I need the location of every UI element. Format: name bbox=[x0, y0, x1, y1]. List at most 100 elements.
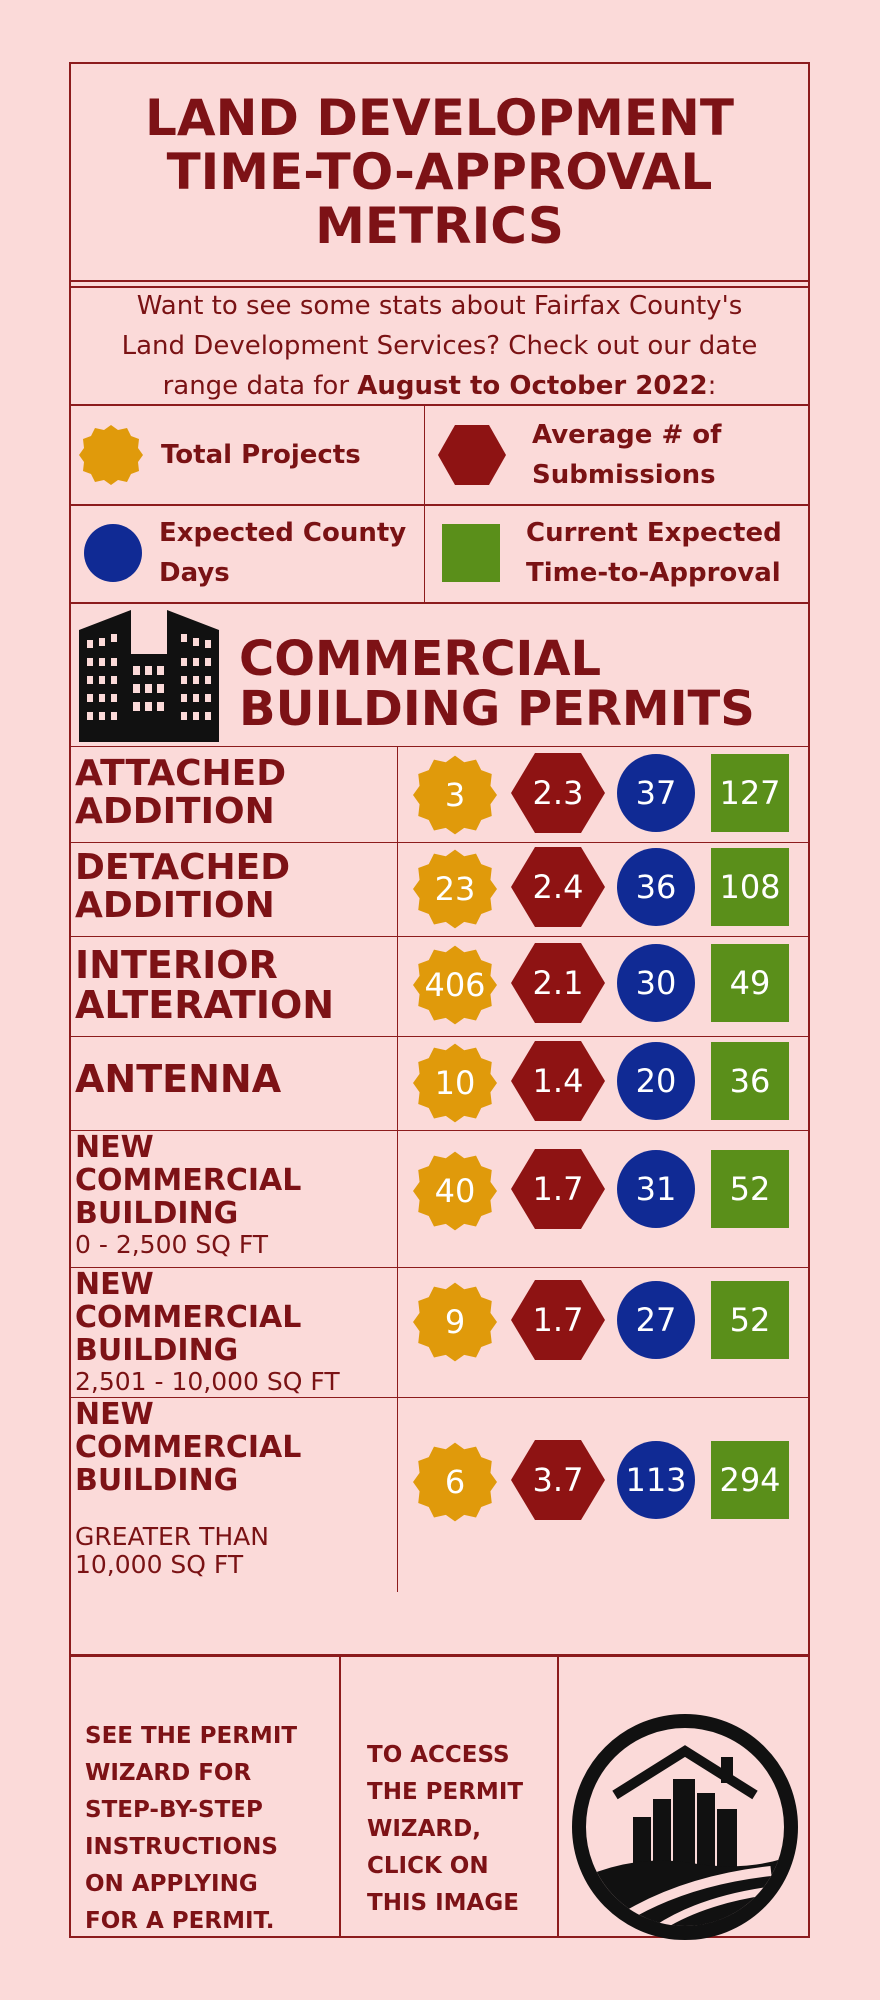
expected-county-days-value: 37 bbox=[617, 754, 695, 832]
legend-total-projects-label: Total Projects bbox=[161, 440, 361, 470]
current-expected-value: 108 bbox=[711, 848, 789, 926]
infographic-frame: LAND DEVELOPMENT TIME-TO-APPROVAL METRIC… bbox=[69, 62, 810, 1941]
permit-type-name-line: BUILDING bbox=[75, 1463, 239, 1498]
permit-type-name-line: ADDITION bbox=[75, 885, 275, 926]
total-projects-value: 9 bbox=[413, 1280, 497, 1364]
table-row: ANTENNA 10 1.4 20 36 bbox=[71, 1036, 808, 1130]
expected-county-days-value-text: 113 bbox=[625, 1461, 687, 1499]
legend-current-expected-line-2: Time-to-Approval bbox=[526, 558, 781, 588]
date-range: August to October 2022 bbox=[357, 371, 708, 401]
expected-county-days-value-text: 36 bbox=[635, 868, 677, 906]
office-buildings-icon bbox=[79, 610, 219, 742]
average-submissions-value-text: 2.3 bbox=[532, 774, 584, 812]
legend: Total Projects Average # of Submissions … bbox=[71, 404, 808, 602]
expected-county-days-value: 20 bbox=[617, 1042, 695, 1120]
legend-current-expected: Current Expected Time-to-Approval bbox=[424, 504, 808, 602]
table-row: NEW COMMERCIAL BUILDING 0 - 2,500 SQ FT 40 1.… bbox=[71, 1130, 808, 1267]
permit-size-range: GREATER THAN 10,000 SQ FT bbox=[75, 1522, 269, 1579]
legend-average-submissions: Average # of Submissions bbox=[424, 406, 808, 504]
legend-expected-county-days-line-2: Days bbox=[159, 558, 230, 588]
section-title-line-2: BUILDING PERMITS bbox=[239, 681, 755, 737]
total-projects-value: 6 bbox=[413, 1440, 497, 1524]
permit-type-name-line: NEW bbox=[75, 1267, 154, 1302]
current-expected-value: 49 bbox=[711, 944, 789, 1022]
expected-county-days-value-text: 31 bbox=[635, 1170, 677, 1208]
legend-current-expected-line-1: Current Expected bbox=[526, 518, 782, 548]
intro-text: Want to see some stats about Fairfax Cou… bbox=[71, 286, 808, 404]
average-submissions-value-text: 1.7 bbox=[532, 1170, 584, 1208]
table-row: ATTACHED ADDITION 3 2.3 37 127 bbox=[71, 746, 808, 842]
table-row: NEW COMMERCIAL BUILDING GREATER THAN 10,000 … bbox=[71, 1397, 808, 1592]
permit-type-name: DETACHED ADDITION bbox=[75, 849, 290, 925]
total-projects-value: 10 bbox=[413, 1041, 497, 1125]
current-expected-value-text: 49 bbox=[729, 964, 771, 1002]
green-square-icon bbox=[442, 524, 500, 582]
permit-type-name-line: DETACHED bbox=[75, 847, 291, 888]
average-submissions-value: 1.7 bbox=[511, 1149, 605, 1229]
average-submissions-value: 1.7 bbox=[511, 1280, 605, 1360]
expected-county-days-value: 27 bbox=[617, 1281, 695, 1359]
permit-type-name-line: BUILDING bbox=[75, 1333, 239, 1368]
average-submissions-value-text: 3.7 bbox=[532, 1461, 584, 1499]
section-header: COMMERCIAL BUILDING PERMITS bbox=[71, 602, 808, 746]
total-projects-value: 406 bbox=[413, 943, 497, 1027]
legend-average-submissions-line-2: Submissions bbox=[532, 460, 716, 490]
current-expected-value: 36 bbox=[711, 1042, 789, 1120]
total-projects-value-text: 40 bbox=[434, 1172, 476, 1210]
current-expected-value-text: 52 bbox=[729, 1301, 771, 1339]
permit-size-range: 0 - 2,500 SQ FT bbox=[75, 1230, 269, 1259]
intro-line-2: Land Development Services? Check out our… bbox=[121, 331, 758, 361]
permit-type-name: ATTACHED ADDITION bbox=[75, 755, 286, 831]
permit-type-name-line: COMMERCIAL bbox=[75, 1300, 302, 1335]
legend-average-submissions-line-1: Average # of bbox=[532, 420, 722, 450]
expected-county-days-value: 36 bbox=[617, 848, 695, 926]
permit-type-name: NEW COMMERCIAL BUILDING bbox=[75, 1398, 301, 1497]
average-submissions-value-text: 2.1 bbox=[532, 964, 584, 1002]
total-projects-value-text: 23 bbox=[434, 870, 476, 908]
table-row: INTERIOR ALTERATION 406 2.1 30 49 bbox=[71, 936, 808, 1036]
permit-type-name: ANTENNA bbox=[75, 1059, 281, 1099]
table-row: DETACHED ADDITION 23 2.4 36 108 bbox=[71, 842, 808, 936]
legend-expected-county-days: Expected County Days bbox=[71, 504, 424, 602]
permit-type-name-line: ATTACHED bbox=[75, 753, 287, 794]
total-projects-value: 23 bbox=[413, 847, 497, 931]
permit-type-name-line: ANTENNA bbox=[75, 1057, 282, 1101]
current-expected-value-text: 36 bbox=[729, 1062, 771, 1100]
expected-county-days-value-text: 20 bbox=[635, 1062, 677, 1100]
section-title-line-1: COMMERCIAL bbox=[239, 631, 602, 687]
table-row: NEW COMMERCIAL BUILDING 2,501 - 10,000 SQ F… bbox=[71, 1267, 808, 1397]
total-projects-value-text: 406 bbox=[424, 966, 486, 1004]
intro-line-1: Want to see some stats about Fairfax Cou… bbox=[136, 291, 743, 321]
page-title: LAND DEVELOPMENT TIME-TO-APPROVAL METRIC… bbox=[71, 64, 808, 282]
current-expected-value-text: 127 bbox=[719, 774, 781, 812]
permit-type-name: INTERIOR ALTERATION bbox=[75, 945, 334, 1025]
expected-county-days-value: 113 bbox=[617, 1441, 695, 1519]
total-projects-value-text: 9 bbox=[444, 1303, 466, 1341]
permit-type-name-line: NEW bbox=[75, 1397, 154, 1432]
total-projects-value: 40 bbox=[413, 1149, 497, 1233]
permit-type-name-line: ADDITION bbox=[75, 791, 275, 832]
footer-access-text: TO ACCESS THE PERMIT WIZARD, CLICK ON TH… bbox=[367, 1742, 524, 1916]
total-projects-value-text: 10 bbox=[434, 1064, 476, 1102]
total-projects-value: 3 bbox=[413, 753, 497, 837]
current-expected-value-text: 294 bbox=[719, 1461, 781, 1499]
permit-wizard-city-logo-icon[interactable] bbox=[571, 1713, 799, 1941]
permit-type-name-line: COMMERCIAL bbox=[75, 1163, 302, 1198]
footer-permit-wizard-text: SEE THE PERMIT WIZARD FOR STEP-BY-STEP I… bbox=[85, 1723, 298, 1934]
section-title: COMMERCIAL BUILDING PERMITS bbox=[239, 634, 755, 734]
total-projects-value-text: 3 bbox=[444, 776, 466, 814]
current-expected-value-text: 52 bbox=[729, 1170, 771, 1208]
red-hexagon-icon bbox=[438, 425, 506, 485]
permit-type-name-line: NEW bbox=[75, 1130, 154, 1165]
permit-size-range: 2,501 - 10,000 SQ FT bbox=[75, 1367, 340, 1396]
current-expected-value: 52 bbox=[711, 1150, 789, 1228]
total-projects-value-text: 6 bbox=[444, 1463, 466, 1501]
average-submissions-value: 2.4 bbox=[511, 847, 605, 927]
average-submissions-value: 1.4 bbox=[511, 1041, 605, 1121]
average-submissions-value: 2.3 bbox=[511, 753, 605, 833]
permit-type-name: NEW COMMERCIAL BUILDING bbox=[75, 1131, 301, 1230]
expected-county-days-value-text: 30 bbox=[635, 964, 677, 1002]
permit-type-name: NEW COMMERCIAL BUILDING bbox=[75, 1268, 301, 1367]
permit-type-name-line: COMMERCIAL bbox=[75, 1430, 302, 1465]
title-line-2: TIME-TO-APPROVAL bbox=[166, 143, 713, 201]
